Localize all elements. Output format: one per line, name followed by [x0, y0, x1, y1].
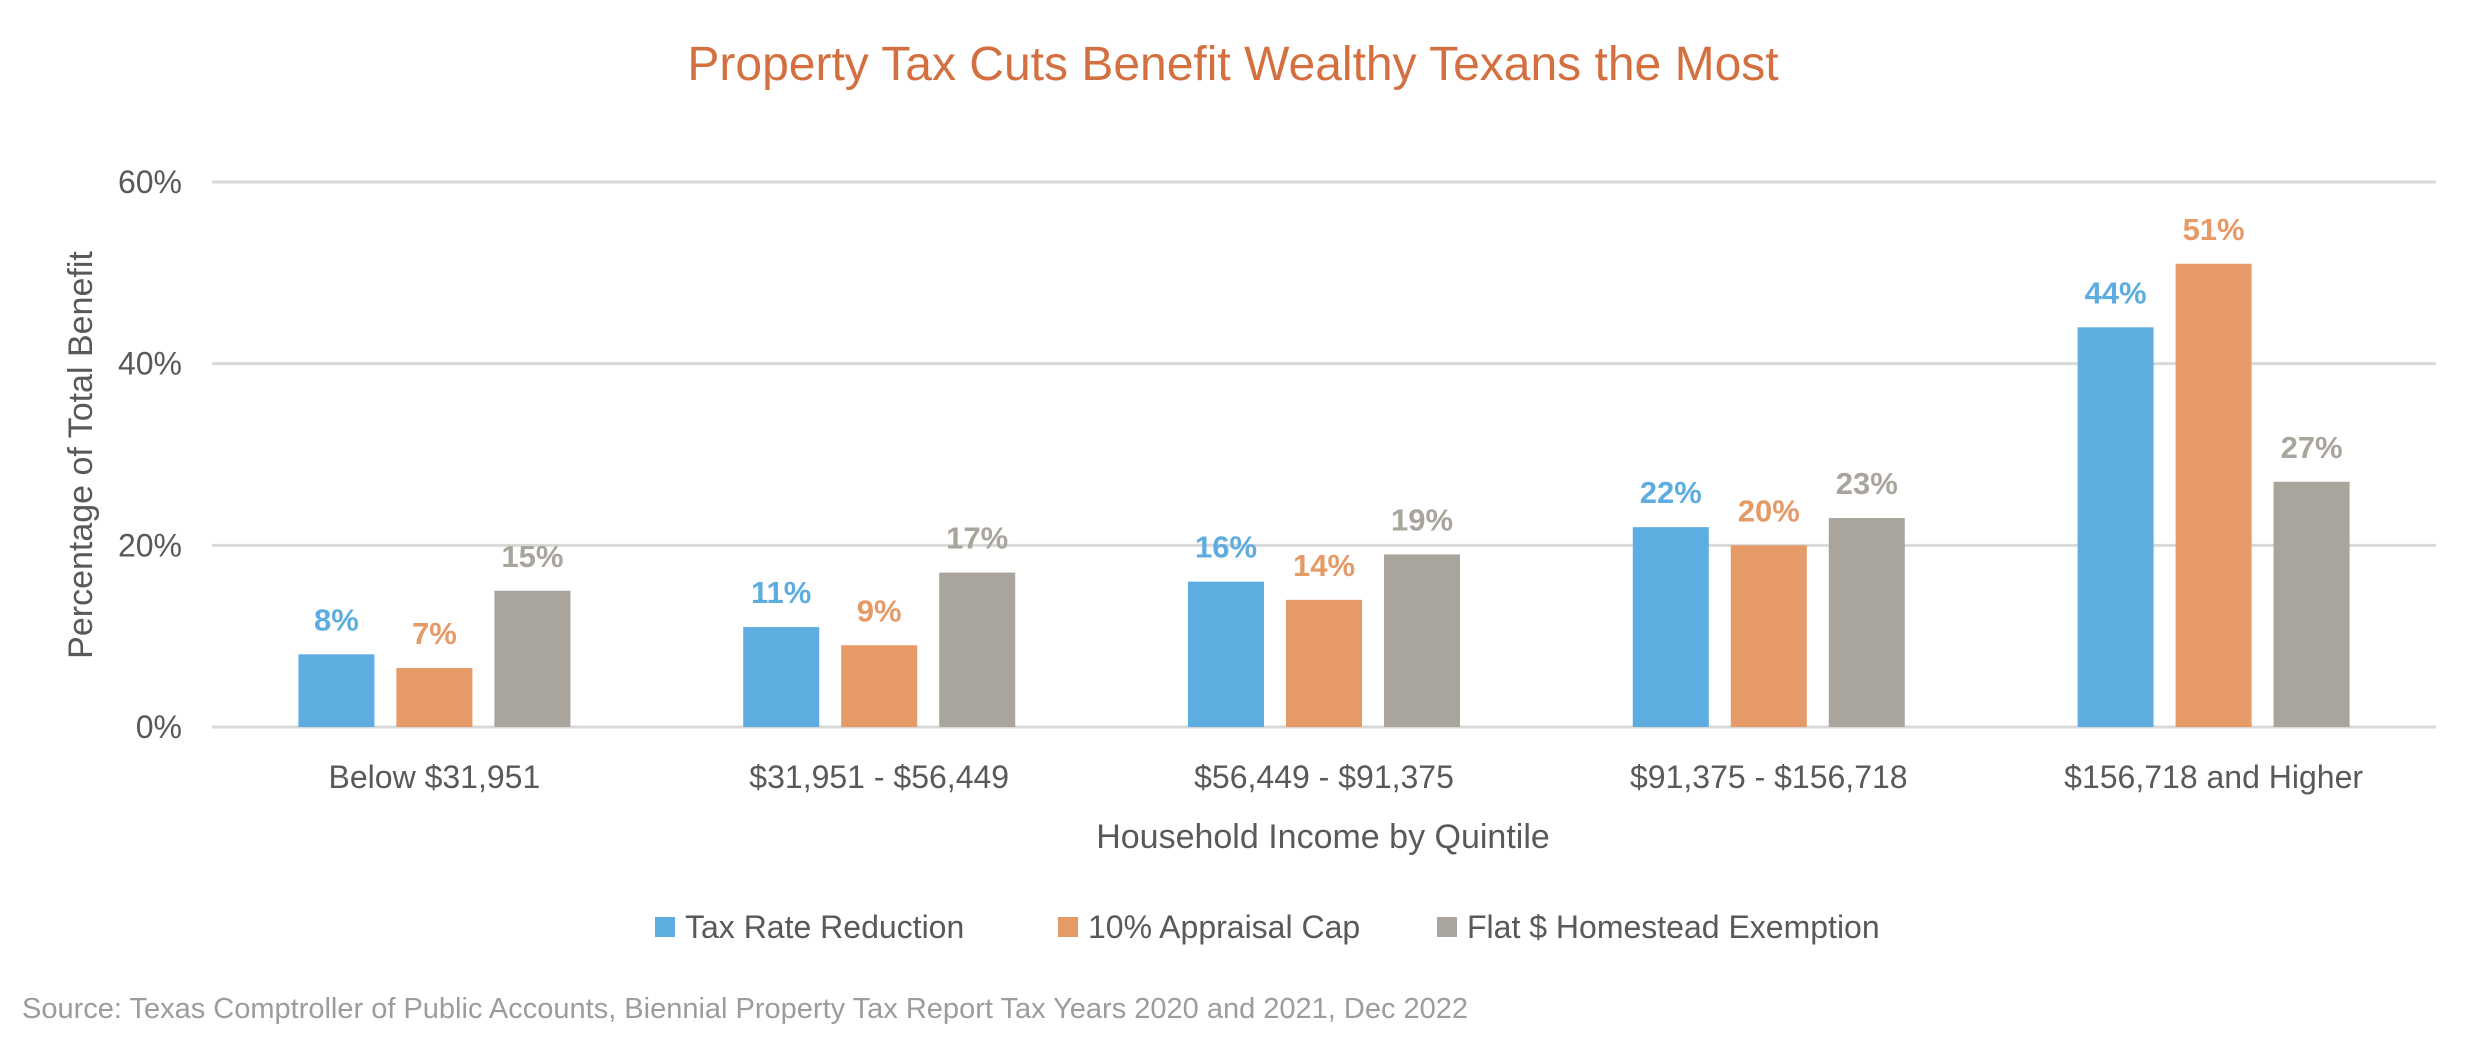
bar: [1828, 518, 1905, 727]
data-label: 9%: [857, 593, 902, 628]
bar: [396, 667, 473, 727]
bar: [2175, 263, 2252, 727]
y-tick-label: 40%: [118, 346, 182, 382]
y-tick-label: 20%: [118, 527, 182, 563]
data-labels: 8% 7% 15% 11% 9% 17% 16% 14% 19% 22% 20% 23% 44% 51% 2…: [314, 212, 2343, 651]
bar: [2273, 481, 2350, 727]
x-tick-label: $156,718 and Higher: [2064, 759, 2363, 795]
bar: [2077, 327, 2154, 727]
data-label: 22%: [1640, 475, 1702, 510]
data-label: 15%: [501, 539, 563, 574]
source-note: Source: Texas Comptroller of Public Acco…: [22, 993, 1468, 1025]
legend-label: Flat $ Homestead Exemption: [1467, 909, 1880, 945]
data-label: 51%: [2183, 212, 2245, 247]
x-tick-label: $91,375 - $156,718: [1630, 759, 1908, 795]
bar: [1384, 554, 1460, 727]
bars: [298, 263, 2350, 727]
legend-label: 10% Appraisal Cap: [1088, 909, 1360, 945]
data-label: 23%: [1836, 466, 1898, 501]
x-axis-label: Household Income by Quintile: [1096, 818, 1550, 856]
bar: [494, 590, 571, 727]
bar: [841, 645, 918, 727]
x-tick-label: Below $31,951: [329, 759, 541, 795]
y-axis-label: Percentage of Total Benefit: [62, 251, 100, 659]
legend-swatch: [1058, 917, 1078, 937]
bar: [298, 654, 375, 727]
data-label: 17%: [946, 521, 1008, 556]
chart-title: Property Tax Cuts Benefit Wealthy Texans…: [687, 38, 1778, 91]
data-label: 8%: [314, 602, 359, 637]
data-label: 16%: [1195, 530, 1257, 565]
bar: [1188, 581, 1264, 727]
bar: [939, 572, 1016, 727]
bar: [743, 627, 820, 727]
legend-item: 10% Appraisal Cap: [1058, 909, 1360, 945]
bar: [1632, 527, 1709, 727]
legend-swatch: [1437, 917, 1457, 937]
y-tick-label: 0%: [136, 709, 182, 745]
legend-item: Flat $ Homestead Exemption: [1437, 909, 1880, 945]
data-label: 44%: [2085, 275, 2147, 310]
y-tick-label: 60%: [118, 164, 182, 200]
data-label: 14%: [1293, 548, 1355, 583]
data-label: 27%: [2281, 430, 2343, 465]
data-label: 20%: [1738, 493, 1800, 528]
bar: [1286, 599, 1362, 727]
data-label: 7%: [412, 616, 457, 651]
bar: [1730, 545, 1807, 727]
legend: Tax Rate Reduction 10% Appraisal Cap Flat …: [655, 909, 1880, 945]
data-label: 11%: [751, 575, 811, 610]
x-axis-ticks: Below $31,951 $31,951 - $56,449 $56,449 - …: [329, 759, 2364, 795]
legend-item: Tax Rate Reduction: [655, 909, 964, 945]
y-axis-ticks: 0% 20% 40% 60%: [118, 164, 182, 745]
x-tick-label: $56,449 - $91,375: [1194, 759, 1454, 795]
legend-label: Tax Rate Reduction: [685, 909, 964, 945]
legend-swatch: [655, 917, 675, 937]
data-label: 19%: [1391, 502, 1453, 537]
x-tick-label: $31,951 - $56,449: [749, 759, 1009, 795]
